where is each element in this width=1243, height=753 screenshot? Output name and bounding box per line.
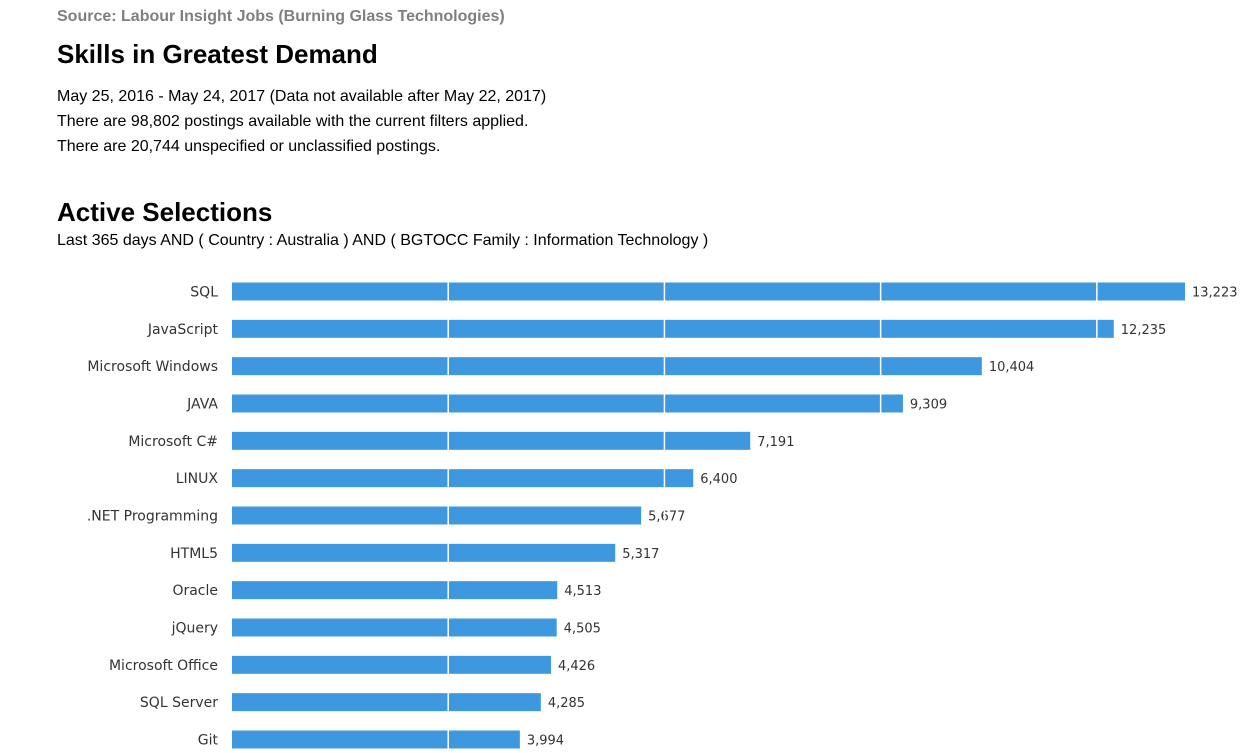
- bar[interactable]: [232, 655, 551, 674]
- value-label: 3,994: [527, 733, 564, 748]
- value-label: 12,235: [1121, 323, 1167, 338]
- bar[interactable]: [232, 282, 1185, 301]
- value-label: 4,513: [564, 584, 601, 599]
- source-note: Source: Labour Insight Jobs (Burning Gla…: [57, 8, 505, 25]
- category-label: .NET Programming: [87, 508, 218, 524]
- category-label: SQL: [190, 285, 218, 301]
- bar[interactable]: [232, 357, 982, 376]
- category-label: LINUX: [176, 471, 219, 487]
- value-label: 5,317: [622, 547, 659, 562]
- category-label: Oracle: [172, 583, 218, 599]
- category-label: JavaScript: [147, 322, 219, 338]
- bar[interactable]: [232, 693, 541, 712]
- bar[interactable]: [232, 431, 751, 450]
- bar[interactable]: [232, 581, 558, 600]
- category-label: Microsoft Office: [109, 658, 218, 674]
- category-label: Microsoft Windows: [87, 359, 218, 375]
- value-label: 10,404: [989, 360, 1035, 375]
- skills-bar-chart: SQL 13,223 JavaScript 12,235 Microsoft Windo…: [87, 278, 1238, 753]
- bar[interactable]: [232, 319, 1114, 338]
- value-label: 7,191: [757, 435, 794, 450]
- active-selections-title: Active Selections: [57, 197, 273, 227]
- bar[interactable]: [232, 618, 557, 637]
- category-label: jQuery: [171, 620, 218, 636]
- page-title: Skills in Greatest Demand: [57, 39, 378, 69]
- category-label: Git: [198, 732, 219, 748]
- category-label: JAVA: [186, 396, 218, 412]
- unspecified-count-text: There are 20,744 unspecified or unclassi…: [57, 138, 441, 155]
- bar[interactable]: [232, 469, 694, 488]
- bar[interactable]: [232, 394, 903, 413]
- category-label: Microsoft C#: [128, 434, 218, 450]
- bar[interactable]: [232, 543, 616, 562]
- value-label: 9,309: [910, 397, 947, 412]
- value-label: 4,505: [564, 621, 601, 636]
- postings-count-text: There are 98,802 postings available with…: [57, 113, 529, 130]
- bar[interactable]: [232, 506, 642, 525]
- active-selections-filters: Last 365 days AND ( Country : Australia …: [57, 232, 709, 249]
- value-label: 6,400: [700, 472, 737, 487]
- category-label: SQL Server: [140, 695, 218, 711]
- value-label: 13,223: [1192, 286, 1238, 301]
- bar[interactable]: [232, 730, 520, 749]
- value-label: 5,677: [648, 509, 685, 524]
- date-range-text: May 25, 2016 - May 24, 2017 (Data not av…: [57, 88, 547, 105]
- value-label: 4,426: [558, 659, 595, 674]
- category-label: HTML5: [170, 546, 218, 562]
- value-label: 4,285: [548, 696, 585, 711]
